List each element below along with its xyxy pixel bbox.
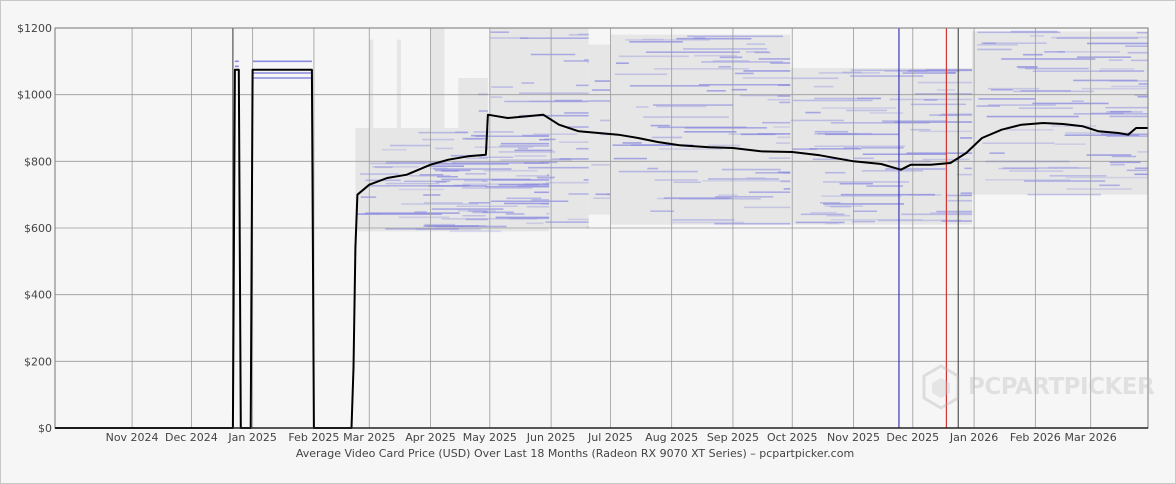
price-band	[610, 34, 791, 225]
watermark-text: PCPARTPICKER	[968, 374, 1155, 400]
price-band	[430, 28, 445, 228]
date-markers	[232, 28, 959, 428]
y-tick-label: $200	[24, 355, 52, 368]
x-tick-label: Jan 2026	[949, 431, 998, 444]
x-tick-label: Apr 2025	[405, 431, 456, 444]
y-tick-labels: $0 $200 $400 $600 $800 $1000 $1200	[17, 22, 52, 435]
x-tick-labels: Nov 2024 Dec 2024 Jan 2025 Feb 2025 Mar 2025…	[106, 431, 1117, 444]
watermark-logo: PCPARTPICKER	[922, 364, 1155, 410]
x-tick-label: Oct 2025	[767, 431, 818, 444]
x-tick-label: Mar 2026	[1065, 431, 1117, 444]
x-tick-label: May 2025	[463, 431, 517, 444]
price-band	[588, 44, 611, 215]
pcpartpicker-logo-icon	[922, 364, 960, 410]
y-tick-label: $1000	[17, 89, 52, 102]
x-tick-label: Aug 2025	[645, 431, 698, 444]
price-band	[396, 39, 401, 232]
y-tick-label: $1200	[17, 22, 52, 35]
price-band	[369, 39, 374, 232]
x-tick-label: Feb 2025	[288, 431, 339, 444]
x-tick-label: Nov 2025	[827, 431, 880, 444]
x-tick-label: Jul 2025	[587, 431, 633, 444]
y-tick-label: $600	[24, 222, 52, 235]
x-tick-label: Nov 2024	[106, 431, 159, 444]
x-tick-label: Dec 2024	[165, 431, 218, 444]
y-tick-label: $800	[24, 155, 52, 168]
x-tick-label: Jan 2025	[227, 431, 276, 444]
x-axis-caption: Average Video Card Price (USD) Over Last…	[296, 447, 854, 460]
x-tick-label: Dec 2025	[886, 431, 939, 444]
y-tick-label: $0	[38, 422, 52, 435]
x-tick-label: Mar 2025	[343, 431, 395, 444]
x-tick-label: Jun 2025	[526, 431, 576, 444]
x-tick-label: Sep 2025	[707, 431, 759, 444]
x-tick-label: Feb 2026	[1010, 431, 1061, 444]
axes	[54, 27, 1149, 429]
y-tick-label: $400	[24, 289, 52, 302]
gridlines	[55, 27, 1148, 429]
